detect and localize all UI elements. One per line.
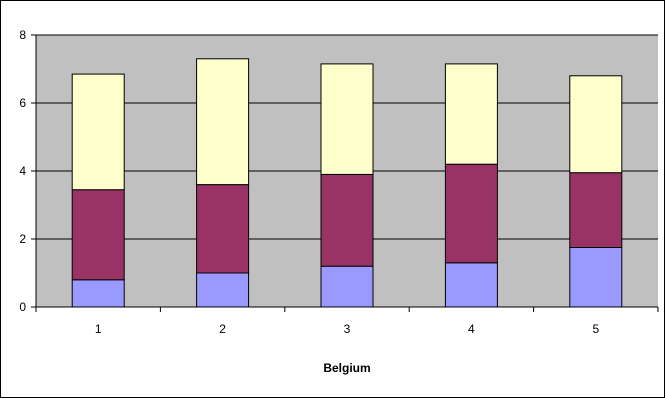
bar-segment — [320, 265, 374, 308]
x-tick-label: 5 — [592, 322, 599, 336]
bar-segment — [444, 63, 498, 165]
bar-segment — [320, 173, 374, 267]
y-tick-label: 0 — [19, 300, 26, 314]
bar-segment — [320, 63, 374, 175]
bar-segment — [196, 272, 250, 308]
y-tick-label: 6 — [19, 96, 26, 110]
x-axis-title: Belgium — [323, 361, 370, 375]
bar-segment — [71, 189, 125, 281]
y-tick-label: 8 — [19, 28, 26, 42]
x-axis-ticks: 1 2 3 4 5 — [35, 307, 659, 336]
bar-segment — [196, 58, 250, 186]
bar-segment — [71, 73, 125, 191]
y-tick-label: 2 — [19, 232, 26, 246]
x-tick-label: 4 — [468, 322, 475, 336]
y-tick-label: 4 — [19, 164, 26, 178]
x-tick-label: 1 — [95, 322, 102, 336]
bar-segment — [569, 75, 623, 174]
y-axis-ticks: 0 2 4 6 8 — [19, 28, 36, 314]
bar-segment — [444, 262, 498, 308]
bar-segment — [569, 172, 623, 248]
bar-segment — [71, 279, 125, 308]
bars — [71, 58, 623, 308]
x-tick-label: 2 — [219, 322, 226, 336]
bar-segment — [444, 163, 498, 264]
x-tick-label: 3 — [344, 322, 351, 336]
bar-segment — [569, 247, 623, 308]
bar-segment — [196, 184, 250, 274]
